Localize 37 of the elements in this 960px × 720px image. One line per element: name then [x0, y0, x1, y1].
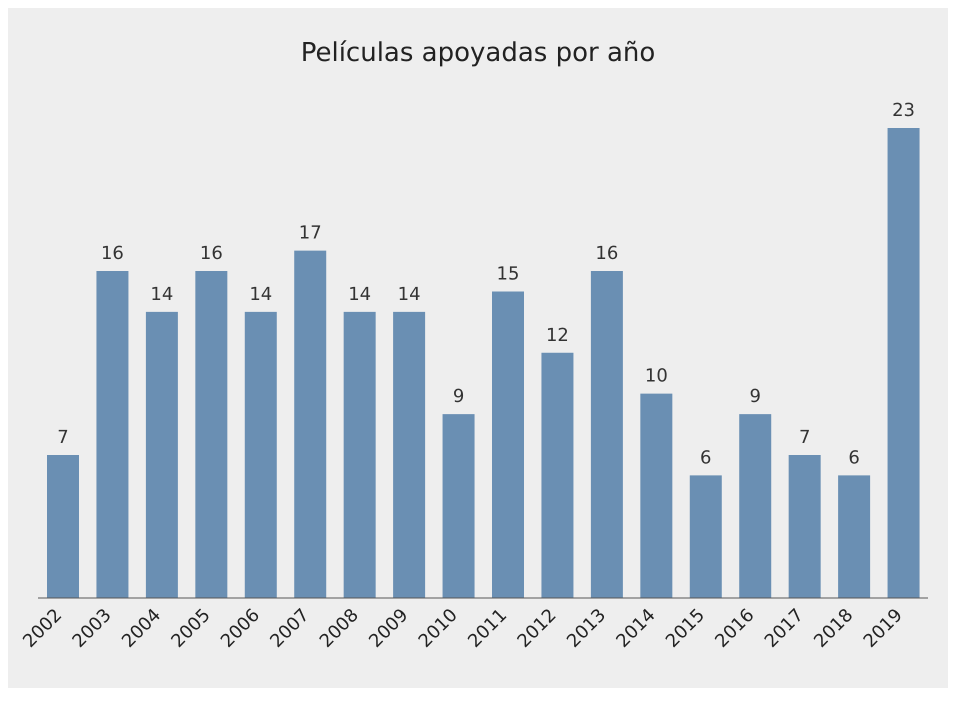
data-label: 16 [100, 243, 124, 264]
data-label: 16 [595, 243, 618, 264]
data-label: 14 [398, 284, 421, 305]
bar [590, 271, 623, 598]
data-label: 7 [798, 426, 810, 448]
bar [47, 454, 79, 598]
bar [294, 250, 326, 598]
data-label: 7 [57, 426, 69, 448]
bar [888, 128, 920, 598]
data-label: 9 [452, 386, 464, 408]
bar [442, 414, 475, 598]
bar [788, 454, 821, 598]
data-label: 14 [348, 284, 372, 305]
bar [393, 312, 426, 598]
chart-title: Películas apoyadas por año [300, 37, 656, 68]
data-label: 6 [848, 447, 860, 468]
bar [541, 352, 574, 598]
data-label: 17 [298, 222, 322, 244]
bar [492, 291, 524, 598]
data-label: 23 [892, 100, 916, 121]
bar [96, 271, 128, 598]
data-label: 16 [200, 243, 223, 264]
data-label: 14 [249, 284, 272, 305]
data-label: 6 [700, 447, 712, 468]
bar [838, 475, 870, 598]
data-label: 12 [546, 324, 569, 346]
bar [739, 414, 772, 598]
bar [195, 271, 228, 598]
bar [640, 394, 672, 598]
bar [344, 312, 376, 598]
bar [146, 312, 178, 598]
data-label: 10 [644, 366, 668, 387]
data-label: 9 [749, 386, 761, 408]
data-label: 15 [496, 263, 520, 284]
data-label: 14 [150, 284, 174, 305]
bar [244, 312, 277, 598]
bar [690, 475, 722, 598]
